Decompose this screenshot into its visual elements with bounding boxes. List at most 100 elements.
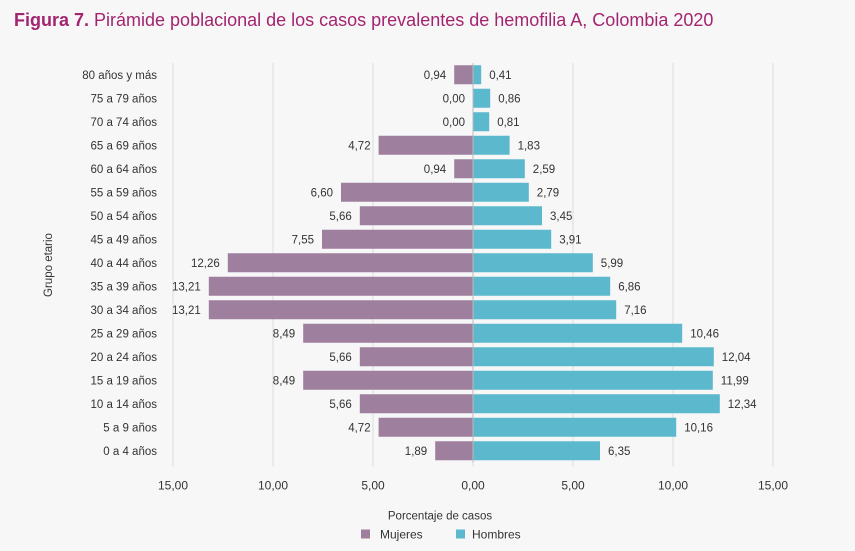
bar-hombres	[473, 229, 552, 249]
data-label-mujeres: 4,72	[348, 140, 370, 152]
bar-mujeres	[303, 370, 473, 390]
data-label-mujeres: 0,00	[443, 117, 465, 129]
data-label-hombres: 12,34	[728, 399, 757, 411]
data-label-mujeres: 5,66	[329, 211, 351, 223]
y-tick-label: 20 a 24 años	[90, 352, 157, 364]
x-tick-label: 15,00	[158, 479, 188, 493]
y-tick-label: 50 a 54 años	[90, 211, 157, 223]
y-tick-label: 0 a 4 años	[103, 446, 157, 458]
data-label-mujeres: 0,94	[424, 70, 447, 82]
bar-mujeres	[359, 347, 473, 367]
data-label-hombres: 11,99	[721, 375, 749, 387]
bar-hombres	[473, 253, 593, 273]
x-tick-label: 10,00	[258, 479, 288, 493]
data-label-mujeres: 12,26	[191, 258, 220, 270]
y-tick-label: 80 años y más	[82, 70, 157, 82]
y-tick-label: 10 a 14 años	[90, 399, 157, 411]
data-label-hombres: 7,16	[624, 305, 646, 317]
x-axis-title: Porcentaje de casos	[388, 511, 492, 523]
bar-mujeres	[227, 253, 473, 273]
bar-mujeres	[208, 300, 474, 320]
bar-hombres	[473, 323, 683, 343]
y-tick-label: 75 a 79 años	[90, 93, 157, 105]
data-label-mujeres: 5,66	[329, 399, 351, 411]
data-label-hombres: 0,86	[498, 93, 520, 105]
bar-hombres	[473, 182, 529, 202]
y-tick-label: 65 a 69 años	[90, 140, 157, 152]
bar-hombres	[473, 347, 714, 367]
data-label-mujeres: 0,94	[424, 164, 447, 176]
y-tick-label: 15 a 19 años	[90, 375, 157, 387]
figure-number: Figura 7.	[14, 10, 90, 30]
y-axis-title: Grupo etario	[43, 233, 55, 297]
bar-hombres	[473, 417, 677, 437]
y-tick-label: 5 a 9 años	[103, 422, 157, 434]
bar-hombres	[473, 112, 490, 132]
bar-mujeres	[322, 229, 473, 249]
data-label-hombres: 10,16	[684, 422, 713, 434]
legend-swatch-hombres	[456, 529, 465, 539]
figure-caption: Pirámide poblacional de los casos preval…	[89, 10, 714, 30]
y-tick-label: 45 a 49 años	[90, 234, 157, 246]
data-label-hombres: 1,83	[518, 140, 540, 152]
x-tick-label: 0,00	[461, 479, 485, 493]
bar-mujeres	[303, 323, 473, 343]
legend-label-mujeres: Mujeres	[380, 528, 423, 542]
y-tick-label: 40 a 44 años	[90, 258, 157, 270]
data-label-mujeres: 4,72	[348, 422, 370, 434]
data-label-mujeres: 8,49	[273, 375, 295, 387]
y-tick-label: 55 a 59 años	[90, 187, 157, 199]
data-label-hombres: 10,46	[690, 328, 719, 340]
data-label-hombres: 12,04	[722, 352, 751, 364]
data-label-hombres: 2,59	[533, 164, 555, 176]
bar-mujeres	[208, 276, 474, 296]
data-label-hombres: 3,91	[559, 234, 581, 246]
bar-hombres	[473, 441, 600, 461]
bar-mujeres	[341, 182, 473, 202]
bar-hombres	[473, 159, 525, 179]
data-label-hombres: 5,99	[601, 258, 623, 270]
bar-mujeres	[359, 394, 473, 414]
data-label-hombres: 0,81	[497, 117, 519, 129]
bar-hombres	[473, 135, 510, 155]
bar-mujeres	[378, 135, 473, 155]
data-label-mujeres: 7,55	[292, 234, 314, 246]
bar-mujeres	[454, 65, 473, 85]
data-label-mujeres: 0,00	[443, 93, 465, 105]
bar-mujeres	[359, 206, 473, 226]
bar-hombres	[473, 300, 617, 320]
data-label-mujeres: 13,21	[172, 281, 201, 293]
data-label-hombres: 2,79	[537, 187, 559, 199]
data-label-mujeres: 13,21	[172, 305, 201, 317]
data-label-hombres: 6,35	[608, 446, 630, 458]
x-tick-label: 15,00	[758, 479, 788, 493]
figure-title: Figura 7. Pirámide poblacional de los ca…	[14, 10, 713, 31]
bar-mujeres	[435, 441, 473, 461]
bar-hombres	[473, 65, 482, 85]
y-tick-label: 35 a 39 años	[90, 281, 157, 293]
bar-mujeres	[378, 417, 473, 437]
y-tick-label: 60 a 64 años	[90, 164, 157, 176]
bar-hombres	[473, 394, 720, 414]
legend-label-hombres: Hombres	[472, 528, 521, 542]
y-tick-label: 25 a 29 años	[90, 328, 157, 340]
data-label-mujeres: 8,49	[273, 328, 295, 340]
data-label-hombres: 3,45	[550, 211, 572, 223]
bar-hombres	[473, 206, 542, 226]
bar-hombres	[473, 88, 491, 108]
data-label-hombres: 0,41	[489, 70, 511, 82]
data-label-hombres: 6,86	[618, 281, 640, 293]
x-tick-label: 5,00	[561, 479, 585, 493]
bar-mujeres	[454, 159, 473, 179]
data-label-mujeres: 1,89	[405, 446, 427, 458]
bar-hombres	[473, 276, 611, 296]
legend-swatch-mujeres	[361, 529, 370, 539]
y-tick-label: 70 a 74 años	[90, 117, 157, 129]
bar-hombres	[473, 370, 713, 390]
x-tick-label: 10,00	[658, 479, 688, 493]
data-label-mujeres: 5,66	[329, 352, 351, 364]
y-tick-label: 30 a 34 años	[90, 305, 157, 317]
data-label-mujeres: 6,60	[311, 187, 333, 199]
x-tick-label: 5,00	[361, 479, 385, 493]
